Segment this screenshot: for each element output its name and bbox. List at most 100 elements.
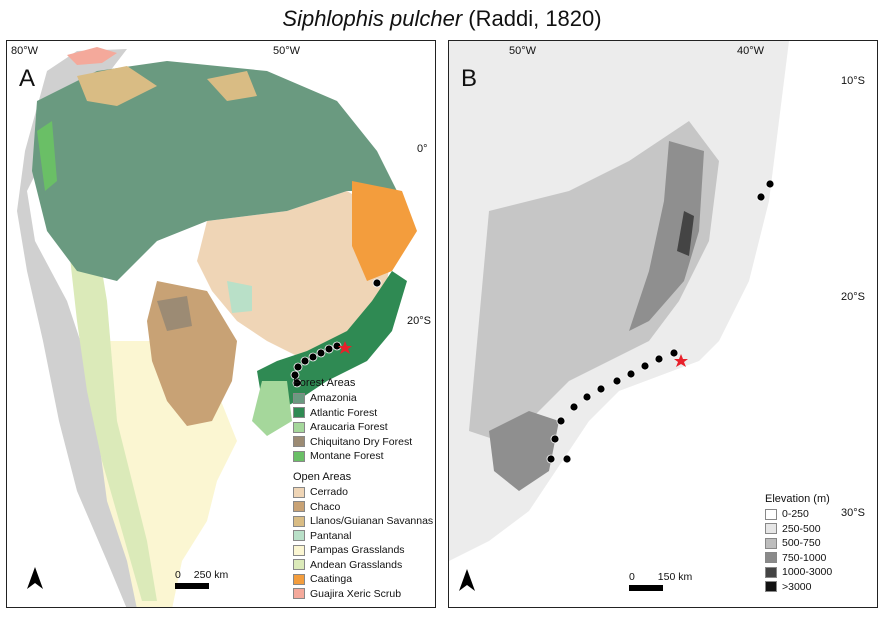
- legend-label: Caatinga: [310, 573, 353, 586]
- legend-swatch: [293, 588, 305, 600]
- scale-bar-a: 0 250 km: [175, 569, 228, 589]
- legend-item: 500-750: [765, 536, 832, 551]
- occurrence-points: [290, 278, 382, 388]
- legend-item: Cerrado: [293, 485, 433, 500]
- type-locality-star: [674, 354, 688, 367]
- legend-label: >3000: [782, 580, 812, 593]
- legend-item: Pampas Grasslands: [293, 543, 433, 558]
- legend-item: Chaco: [293, 500, 433, 515]
- highland-band: [469, 121, 719, 441]
- legend-swatch: [293, 559, 305, 571]
- legend-label: 750-1000: [782, 551, 827, 564]
- legend-label: Cerrado: [310, 486, 348, 499]
- occurrence-point: [569, 402, 579, 412]
- legend-label: Chaco: [310, 500, 341, 513]
- legend-label: Atlantic Forest: [310, 406, 378, 419]
- pantanal-region: [227, 281, 252, 313]
- legend-label: 1000-3000: [782, 566, 833, 579]
- occurrence-point: [290, 370, 300, 380]
- ecoregion-map-svg: [17, 47, 417, 607]
- occurrence-point: [654, 354, 664, 364]
- legend-swatch: [293, 392, 305, 404]
- montane-region: [37, 121, 57, 191]
- panel-a-label: A: [19, 65, 36, 92]
- forest-legend: Forest Areas Amazonia Atlantic Forest Arau…: [293, 377, 412, 464]
- legend-swatch: [765, 508, 777, 520]
- mountain-band-south: [489, 411, 559, 491]
- tick-50w-b: 50°W: [509, 45, 537, 57]
- tick-40w-b: 40°W: [737, 45, 765, 57]
- occurrence-points: [546, 179, 775, 464]
- tick-20s: 20°S: [407, 315, 431, 327]
- legend-swatch: [765, 566, 777, 578]
- legend-swatch: [293, 450, 305, 462]
- legend-swatch: [293, 421, 305, 433]
- occurrence-point: [324, 344, 334, 354]
- scale-b-zero: 0: [629, 571, 635, 583]
- occurrence-point: [562, 454, 572, 464]
- north-arrow-icon: [457, 567, 477, 598]
- panel-b-label: B: [461, 65, 478, 92]
- elevation-map-svg: [449, 41, 789, 561]
- legend-label: 0-250: [782, 508, 809, 521]
- guajira-region: [67, 47, 117, 65]
- andean-grassland-region: [67, 231, 157, 601]
- peak-region: [677, 211, 694, 256]
- legend-label: Andean Grasslands: [310, 558, 403, 571]
- legend-swatch: [293, 486, 305, 498]
- legend-swatch: [765, 537, 777, 549]
- tick-80w: 80°W: [11, 45, 39, 57]
- occurrence-point: [546, 454, 556, 464]
- occurrence-point: [293, 362, 303, 372]
- legend-swatch: [765, 552, 777, 564]
- legend-item: 1000-3000: [765, 565, 832, 580]
- occurrence-point: [316, 348, 326, 358]
- panel-a-ecoregion-map: A 80°W 50°W 0° 20°S Forest Areas Amazoni…: [6, 40, 436, 608]
- legend-item: Guajira Xeric Scrub: [293, 587, 433, 602]
- legend-item: Andean Grasslands: [293, 558, 433, 573]
- map-title: Siphlophis pulcher (Raddi, 1820): [0, 6, 884, 32]
- occurrence-point: [626, 369, 636, 379]
- tick-30s-b: 30°S: [841, 507, 865, 519]
- occurrence-point: [596, 384, 606, 394]
- occurrence-point: [372, 278, 382, 288]
- scale-a-zero: 0: [175, 569, 181, 581]
- legend-swatch: [293, 407, 305, 419]
- north-arrow-icon: [25, 565, 45, 596]
- occurrence-point: [308, 352, 318, 362]
- legend-item: 250-500: [765, 522, 832, 537]
- type-locality-star: [338, 341, 352, 354]
- occurrence-point: [765, 179, 775, 189]
- caatinga-region: [352, 181, 417, 281]
- legend-label: Chiquitano Dry Forest: [310, 435, 413, 448]
- forest-legend-title: Forest Areas: [293, 377, 356, 389]
- andes-region: [17, 49, 167, 607]
- tick-10s-b: 10°S: [841, 75, 865, 87]
- legend-label: Montane Forest: [310, 450, 384, 463]
- legend-item: Pantanal: [293, 529, 433, 544]
- legend-swatch: [293, 436, 305, 448]
- cerrado-region: [197, 191, 397, 361]
- scale-b-label: 150 km: [657, 571, 693, 583]
- scale-bar-b: 0 150 km: [629, 571, 692, 591]
- tick-50w: 50°W: [273, 45, 301, 57]
- legend-item: 750-1000: [765, 551, 832, 566]
- elevation-legend: Elevation (m) 0-250 250-500 500-750 750-100…: [765, 493, 832, 594]
- legend-item: 0-250: [765, 507, 832, 522]
- open-legend-title: Open Areas: [293, 471, 352, 483]
- occurrence-point: [556, 416, 566, 426]
- occurrence-point: [756, 192, 766, 202]
- llanos-region: [77, 66, 157, 106]
- tick-0: 0°: [417, 143, 428, 155]
- araucaria-region: [252, 381, 292, 436]
- legend-label: Pampas Grasslands: [310, 544, 405, 557]
- legend-label: Guajira Xeric Scrub: [310, 587, 402, 600]
- legend-label: Llanos/Guianan Savannas: [310, 515, 434, 528]
- legend-label: Amazonia: [310, 392, 357, 405]
- elevation-legend-title: Elevation (m): [765, 493, 830, 505]
- tick-20s-b: 20°S: [841, 291, 865, 303]
- legend-swatch: [293, 501, 305, 513]
- legend-item: Chiquitano Dry Forest: [293, 435, 412, 450]
- legend-swatch: [765, 581, 777, 593]
- occurrence-point: [300, 356, 310, 366]
